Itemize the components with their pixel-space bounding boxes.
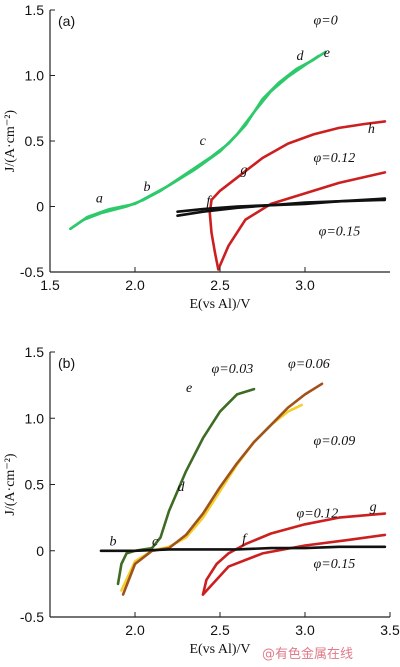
panel-label: (a) [58,13,75,29]
y-axis-label: J/(A·cm⁻²) [3,110,18,172]
x-tick-label: 2.0 [125,277,145,293]
annotation-label: h [368,122,375,137]
annotation-label: g [240,163,247,178]
y-tick-label: 1.0 [25,410,45,426]
annotation-label: e [186,381,192,396]
y-tick-label: 1.5 [25,2,45,18]
y-tick-label: 1.0 [25,68,45,84]
annotation-label: φ=0.12 [297,507,339,522]
series-line-3 [201,512,387,596]
x-tick-label: 2.5 [210,622,230,638]
series-group [69,50,387,271]
annotation-label: d [178,480,186,495]
series-line-0 [116,387,256,586]
watermark-text: @有色金属在线 [262,646,353,662]
y-tick-label: -0.5 [20,609,44,625]
y-tick-label: -0.5 [20,264,44,280]
y-tick-label: 0 [36,543,44,559]
annotation-label: φ=0.03 [212,362,254,377]
y-tick-label: 0.5 [25,133,45,149]
series-line-1 [120,403,303,592]
annotation-label: c [200,134,207,149]
annotation-label: f [206,194,212,209]
series-line-5 [99,545,387,553]
x-axis-label: E(vs Al)/V [189,642,250,657]
series-line-2 [208,120,387,271]
x-axis-label: E(vs Al)/V [189,297,250,312]
chart-panel-1: 2.0 2.5 3.0 3.5 -0.5 0 0.5 1.0 1.5 E(vs Al)/V J/(A… [3,344,400,657]
annotation-label: f [242,532,248,547]
series-group [99,382,387,596]
x-tick-label: 3.0 [295,622,315,638]
annotation-label: φ=0.15 [314,557,356,572]
series-line-3 [217,171,387,271]
y-tick-label: 1.5 [25,344,45,360]
x-tick-label: 1.5 [40,277,60,293]
x-tick-label: 2.5 [210,277,230,293]
y-tick-label: 0.5 [25,477,45,493]
y-tick-label: 0 [36,199,44,215]
panel-label: (b) [58,355,75,371]
annotation-label: a [96,192,103,207]
x-tick-label: 3.5 [380,622,400,638]
x-tick-label: 3.0 [295,277,315,293]
series-line-5 [176,197,387,213]
annotation-label: φ=0.06 [288,357,330,372]
annotation-label: φ=0.09 [314,434,356,449]
chart-panel-0: 1.5 2.0 2.5 3.0 -0.5 0 0.5 1.0 1.5 E(vs Al)/V J/(A… [3,2,390,312]
annotation-label: g [370,500,377,515]
series-line-4 [201,533,387,596]
annotation-label: φ=0.12 [314,151,356,166]
annotation-label: e [324,46,330,61]
annotation-label: φ=0.15 [319,224,361,239]
annotation-label: b [110,534,117,549]
y-axis-label: J/(A·cm⁻²) [3,453,18,515]
annotation-label: d [297,49,305,64]
series-line-1 [69,54,320,231]
annotation-label: b [144,180,151,195]
x-tick-label: 2.0 [125,622,145,638]
annotation-label: φ=0 [314,13,338,28]
annotation-label: c [152,534,159,549]
